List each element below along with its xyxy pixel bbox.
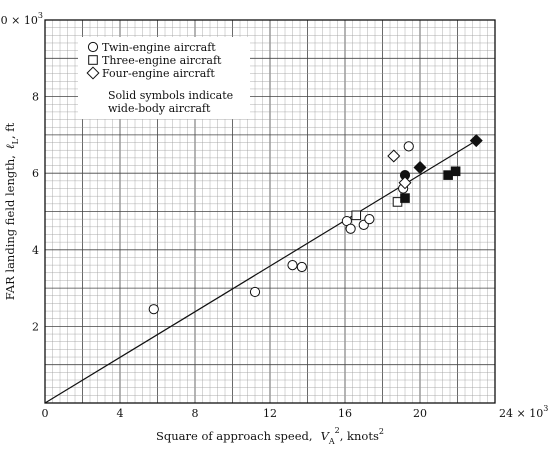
legend-circle-icon <box>87 41 99 53</box>
data-point-square-solid <box>450 166 461 177</box>
plot-frame <box>44 19 496 404</box>
data-point-circle-open <box>345 223 356 234</box>
y-tick-label: 2 <box>32 320 39 333</box>
data-point-circle-open <box>287 260 298 271</box>
y-tick-label: 6 <box>32 167 39 180</box>
data-point-circle-open <box>148 304 159 315</box>
axes <box>44 19 496 404</box>
data-point-square-open <box>351 210 362 221</box>
x-tick-label: 8 <box>192 407 199 420</box>
legend-entry: Three-engine aircraft <box>88 54 222 67</box>
data-point-diamond-open <box>398 176 412 190</box>
data-points <box>148 134 483 315</box>
data-point-circle-open <box>249 286 261 298</box>
legend-note-line1: Solid symbols indicate <box>108 89 233 102</box>
data-point-circle-open <box>296 261 307 273</box>
legend-entry-label: Twin-engine aircraft <box>102 41 216 54</box>
x-tick-label: 4 <box>117 407 124 420</box>
legend-entry: Twin-engine aircraft <box>87 41 216 54</box>
x-tick-label: 12 <box>263 407 277 420</box>
x-tick-label: 16 <box>338 407 352 420</box>
fit-line <box>44 140 477 404</box>
y-axis-title: FAR landing field length,ℓL, ft <box>3 122 20 300</box>
data-point-circle-open <box>403 141 414 152</box>
legend-background <box>78 37 250 119</box>
data-point-diamond-open <box>387 149 401 163</box>
data-point-diamond-solid <box>413 160 427 174</box>
legend-square-icon <box>88 55 98 65</box>
x-tick-label: 0 <box>42 407 49 420</box>
legend-note-line2: wide-body aircraft <box>108 102 211 115</box>
data-point-circle-open <box>364 214 375 225</box>
data-point-diamond-solid <box>469 134 483 148</box>
legend-entry: Four-engine aircraft <box>86 66 215 80</box>
x-axis-title: Square of approach speed, VA2, knots2 <box>156 426 384 446</box>
x-tick-label: 20 <box>413 407 427 420</box>
legend-diamond-icon <box>86 66 100 80</box>
legend-entry-label: Three-engine aircraft <box>102 54 222 67</box>
data-point-square-solid <box>400 193 410 203</box>
y-multiplier-label: 10 × 103 <box>0 11 43 27</box>
y-tick-label: 4 <box>32 244 39 257</box>
legend-entry-label: Four-engine aircraft <box>102 67 215 80</box>
y-tick-label: 8 <box>32 91 39 104</box>
x-multiplier-label: 24 × 103 <box>499 404 548 420</box>
